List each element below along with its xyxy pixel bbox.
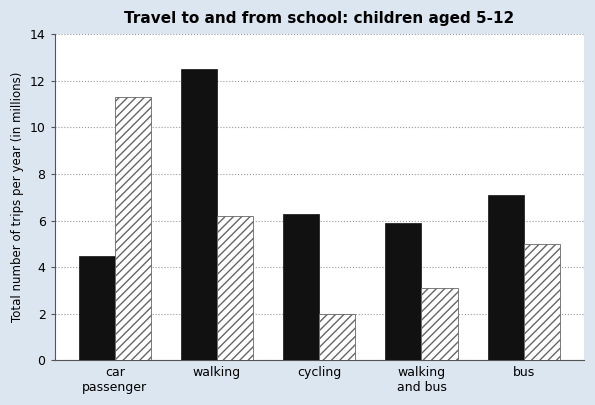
Title: Travel to and from school: children aged 5-12: Travel to and from school: children aged…: [124, 11, 514, 26]
Bar: [386, 223, 421, 360]
Bar: [283, 213, 320, 360]
Bar: [217, 216, 253, 360]
Bar: [181, 69, 217, 360]
Bar: [421, 288, 458, 360]
Bar: [320, 314, 355, 360]
Bar: [79, 256, 115, 360]
Bar: [524, 244, 560, 360]
Bar: [115, 97, 151, 360]
Y-axis label: Total number of trips per year (in millions): Total number of trips per year (in milli…: [11, 72, 24, 322]
Bar: [488, 195, 524, 360]
